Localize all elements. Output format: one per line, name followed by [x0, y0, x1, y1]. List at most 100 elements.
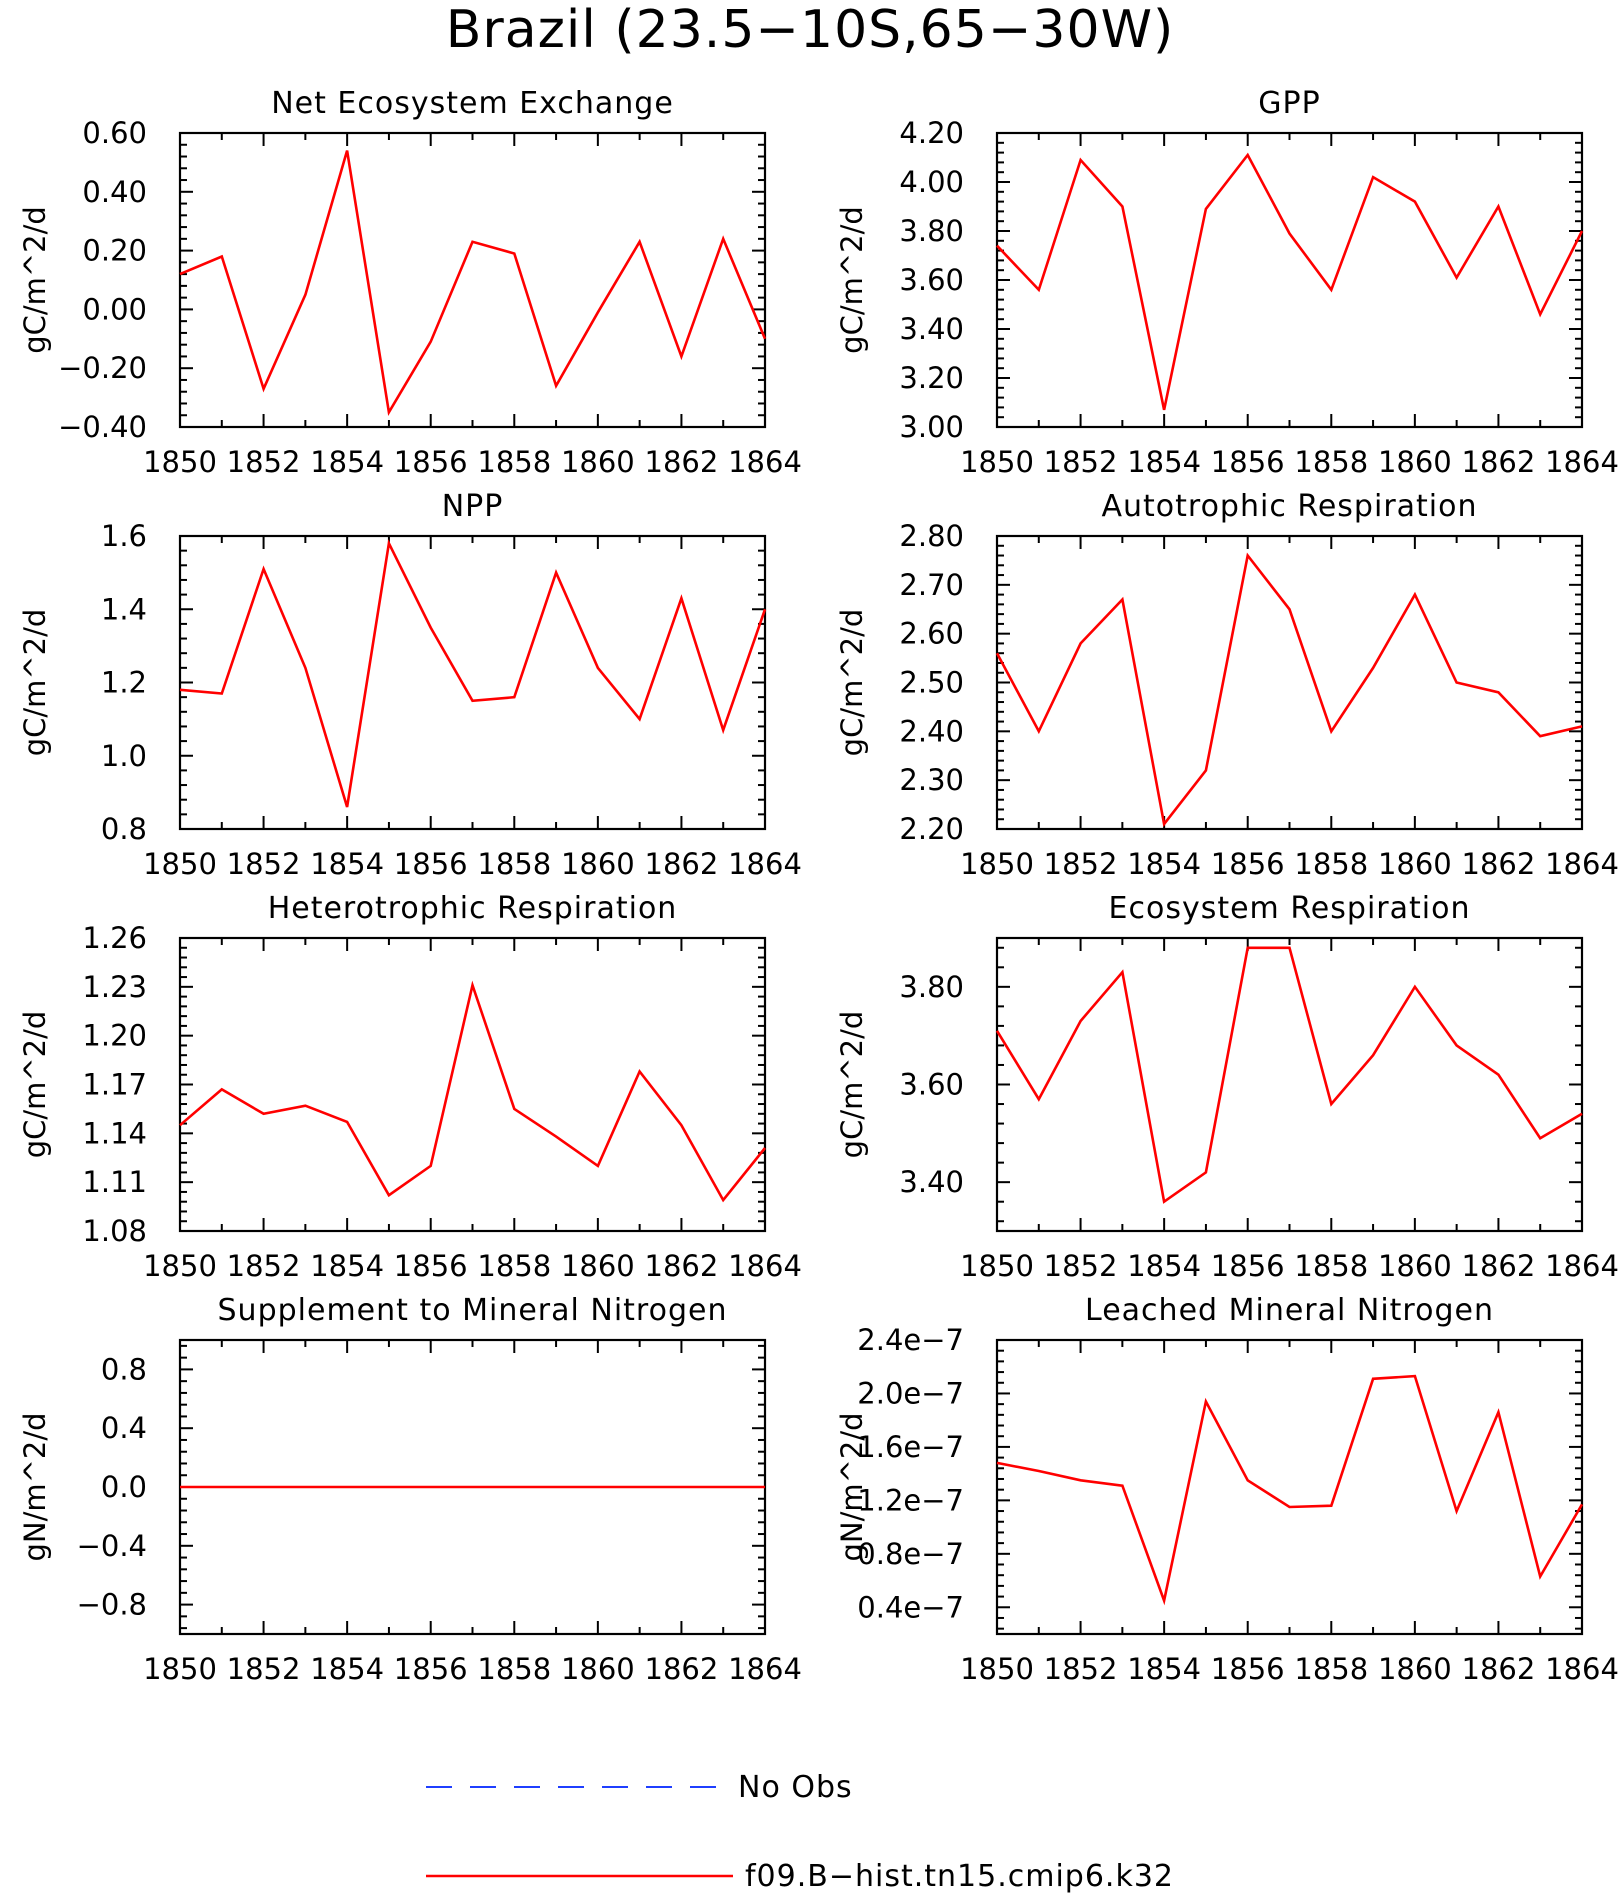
- y-tick-label: 0.20: [82, 234, 147, 268]
- series-line: [996, 152, 1584, 411]
- y-tick-label: 3.20: [899, 361, 964, 395]
- x-tick-label: 1852: [227, 1249, 301, 1283]
- y-tick-label: 0.60: [82, 116, 147, 150]
- x-tick-label: 1854: [310, 1249, 384, 1283]
- panel-title: NPP: [442, 489, 504, 524]
- x-tick-label: 1856: [394, 847, 468, 881]
- x-tick-label: 1860: [561, 445, 635, 479]
- y-tick-label: 1.14: [82, 1116, 147, 1150]
- x-tick-label: 1854: [310, 445, 384, 479]
- panel-1: Net Ecosystem Exchange gC/m^2/d 1850 1852 18…: [18, 86, 802, 479]
- x-tick-label: 1860: [1378, 1652, 1452, 1686]
- y-axis-label: gC/m^2/d: [835, 206, 869, 354]
- panel-6: Ecosystem Respiration gC/m^2/d 1850 1852 185…: [835, 891, 1619, 1283]
- x-tick-label: 1852: [1044, 1249, 1118, 1283]
- panel-5: Heterotrophic Respiration gC/m^2/d 1850 185…: [18, 891, 802, 1283]
- x-tick-label: 1858: [1294, 445, 1368, 479]
- y-tick-label: 1.2e−7: [857, 1483, 964, 1517]
- y-tick-label: 2.80: [899, 519, 964, 553]
- panel-title: Autotrophic Respiration: [1101, 489, 1477, 524]
- y-tick-label: 3.60: [899, 263, 964, 297]
- x-tick-label: 1854: [310, 847, 384, 881]
- x-tick-label: 1850: [143, 1249, 217, 1283]
- legend-model-label: f09.B−hist.tn15.cmip6.k32: [745, 1859, 1174, 1893]
- x-tick-label: 1860: [1378, 1249, 1452, 1283]
- x-tick-label: 1862: [645, 1652, 719, 1686]
- y-axis-label: gC/m^2/d: [18, 609, 52, 757]
- x-tick-label: 1852: [1044, 445, 1118, 479]
- x-tick-label: 1860: [561, 1652, 635, 1686]
- panel-title: Heterotrophic Respiration: [268, 891, 678, 926]
- y-tick-label: 1.4: [101, 592, 147, 626]
- y-tick-label: 1.17: [82, 1068, 147, 1102]
- y-tick-label: 1.20: [82, 1019, 147, 1053]
- y-tick-label: 3.60: [899, 1068, 964, 1102]
- y-tick-label: 2.70: [899, 568, 964, 602]
- y-tick-label: 0.0: [101, 1470, 147, 1504]
- x-tick-label: 1862: [645, 445, 719, 479]
- x-tick-label: 1852: [227, 847, 301, 881]
- panel-7: Supplement to Mineral Nitrogen gN/m^2/d 18…: [18, 1293, 802, 1686]
- panel-2: GPP gC/m^2/d 1850 1852 1854 1856 1858 1860 1862 1…: [835, 86, 1619, 479]
- y-axis-label: gN/m^2/d: [18, 1412, 52, 1561]
- x-tick-label: 1850: [143, 847, 217, 881]
- series-line: [995, 946, 1583, 1204]
- plot-frame: [995, 534, 1584, 831]
- x-tick-label: 1856: [394, 1652, 468, 1686]
- y-tick-label: 0.8: [101, 812, 147, 846]
- x-tick-label: 1858: [477, 1249, 551, 1283]
- x-tick-label: 1850: [960, 1652, 1034, 1686]
- x-tick-label: 1864: [728, 1249, 802, 1283]
- y-axis-label: gC/m^2/d: [835, 609, 869, 757]
- x-tick-label: 1852: [1044, 1652, 1118, 1686]
- x-tick-label: 1858: [1294, 1249, 1368, 1283]
- x-tick-label: 1850: [960, 847, 1034, 881]
- x-tick-label: 1860: [561, 1249, 635, 1283]
- y-tick-label: 2.60: [899, 617, 964, 651]
- y-tick-label: 3.80: [899, 214, 964, 248]
- x-tick-label: 1858: [1294, 1652, 1368, 1686]
- y-tick-label: 2.50: [899, 666, 964, 700]
- plot-frame: [995, 131, 1584, 429]
- x-tick-label: 1856: [1211, 1249, 1285, 1283]
- x-tick-label: 1852: [227, 1652, 301, 1686]
- x-tick-label: 1862: [1462, 847, 1536, 881]
- y-tick-label: 1.6e−7: [857, 1430, 964, 1464]
- panel-title: Ecosystem Respiration: [1109, 891, 1471, 926]
- y-tick-label: 4.00: [899, 165, 964, 199]
- y-tick-label: 0.8e−7: [857, 1537, 964, 1571]
- plot-frame: [178, 131, 767, 429]
- x-tick-label: 1854: [310, 1652, 384, 1686]
- y-tick-label: 2.4e−7: [857, 1323, 964, 1357]
- panel-title: Net Ecosystem Exchange: [271, 86, 674, 121]
- x-tick-label: 1856: [1211, 445, 1285, 479]
- y-tick-label: 0.00: [82, 292, 147, 326]
- panel-4: Autotrophic Respiration gC/m^2/d 1850 1852 1…: [835, 489, 1619, 881]
- x-tick-label: 1862: [645, 847, 719, 881]
- x-tick-label: 1862: [645, 1249, 719, 1283]
- y-axis-label: gC/m^2/d: [18, 1011, 52, 1159]
- x-tick-label: 1864: [728, 1652, 802, 1686]
- y-tick-label: −0.4: [77, 1529, 147, 1563]
- plot-frame: [995, 936, 1584, 1233]
- y-tick-label: 1.0: [101, 739, 147, 773]
- x-tick-label: 1850: [960, 445, 1034, 479]
- x-tick-label: 1864: [1545, 1249, 1619, 1283]
- x-tick-label: 1864: [728, 847, 802, 881]
- x-tick-label: 1860: [1378, 445, 1452, 479]
- y-tick-label: 3.00: [899, 410, 964, 444]
- x-tick-label: 1864: [728, 445, 802, 479]
- x-tick-label: 1858: [477, 1652, 551, 1686]
- x-tick-label: 1856: [394, 445, 468, 479]
- x-tick-label: 1854: [1127, 1249, 1201, 1283]
- panel-8: Leached Mineral Nitrogen gN/m^2/d 1850 1852…: [835, 1293, 1619, 1686]
- x-tick-label: 1864: [1545, 445, 1619, 479]
- legend-obs-label: No Obs: [738, 1770, 853, 1805]
- x-tick-label: 1854: [1127, 847, 1201, 881]
- y-axis-label: gN/m^2/d: [835, 1412, 869, 1561]
- y-tick-label: 0.40: [82, 175, 147, 209]
- y-axis-label: gC/m^2/d: [835, 1011, 869, 1159]
- figure-title: Brazil (23.5−10S,65−30W): [446, 0, 1175, 60]
- series-line: [179, 150, 767, 417]
